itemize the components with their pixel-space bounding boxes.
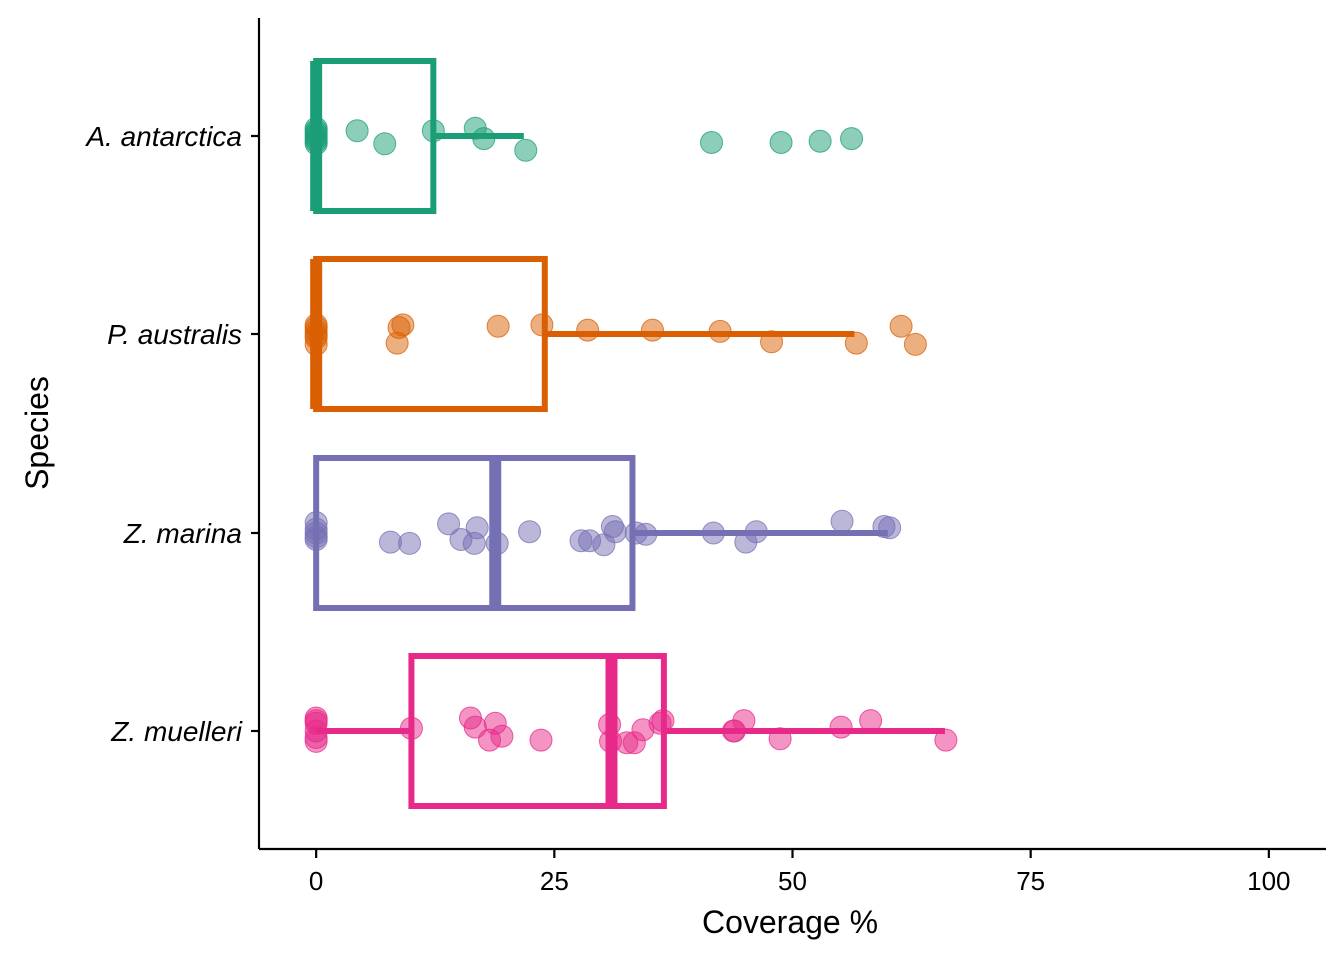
data-point xyxy=(744,520,768,544)
data-point xyxy=(700,131,724,154)
data-point xyxy=(518,520,542,544)
data-point xyxy=(808,129,832,153)
box-z-marina xyxy=(313,455,888,611)
x-tick-label: 100 xyxy=(1247,866,1290,896)
data-point xyxy=(345,119,369,143)
x-tick-label: 25 xyxy=(540,866,569,896)
data-point xyxy=(385,331,409,355)
data-point xyxy=(465,516,489,540)
iqr-box xyxy=(313,58,437,214)
data-point xyxy=(844,331,868,355)
points-z-marina xyxy=(304,509,902,557)
data-point xyxy=(485,531,509,555)
data-point xyxy=(421,119,445,143)
data-point xyxy=(373,132,397,156)
boxes-layer xyxy=(310,58,945,809)
data-point xyxy=(304,711,328,735)
data-point xyxy=(398,531,422,555)
points-a-antarctica xyxy=(304,116,864,162)
iqr-box xyxy=(313,256,548,412)
x-ticks-layer: 0 25 50 75 100 xyxy=(309,849,1291,896)
data-point xyxy=(708,319,732,343)
data-point xyxy=(701,521,725,545)
x-tick-label: 50 xyxy=(778,866,807,896)
data-point xyxy=(640,318,664,342)
points-layer xyxy=(304,116,958,755)
data-point xyxy=(829,715,853,739)
data-point xyxy=(634,522,658,546)
data-point xyxy=(934,728,958,752)
y-axis-title: Species xyxy=(19,376,55,490)
data-point xyxy=(769,131,793,154)
y-tick-label: Z. marina xyxy=(123,518,242,549)
data-point xyxy=(529,728,553,752)
data-point xyxy=(437,512,461,536)
x-tick-label: 75 xyxy=(1016,866,1045,896)
data-point xyxy=(603,520,627,544)
data-point xyxy=(830,509,854,533)
data-point xyxy=(514,138,538,162)
data-point xyxy=(840,127,864,151)
data-point xyxy=(768,727,792,751)
data-point xyxy=(304,323,328,347)
data-point xyxy=(859,709,883,733)
data-point xyxy=(399,716,423,740)
data-point xyxy=(304,521,328,545)
data-point xyxy=(760,330,784,354)
data-point xyxy=(304,124,328,148)
y-tick-label: P. australis xyxy=(107,319,242,350)
x-axis-title: Coverage % xyxy=(702,904,878,940)
data-point xyxy=(903,332,927,356)
data-point xyxy=(889,314,913,338)
y-tick-label: Z. muelleri xyxy=(110,716,242,747)
data-point xyxy=(732,709,756,733)
x-tick-label: 0 xyxy=(309,866,323,896)
data-point xyxy=(472,127,496,151)
data-point xyxy=(651,709,675,733)
data-point xyxy=(530,313,554,337)
y-ticks-layer: A. antarctica P. australis Z. marina Z. mue… xyxy=(84,121,259,747)
data-point xyxy=(486,314,510,338)
points-p-australis xyxy=(304,313,927,356)
data-point xyxy=(878,516,902,540)
points-z-muelleri xyxy=(304,706,958,755)
data-point xyxy=(490,724,514,748)
y-tick-label: A. antarctica xyxy=(84,121,242,152)
data-point xyxy=(576,318,600,342)
